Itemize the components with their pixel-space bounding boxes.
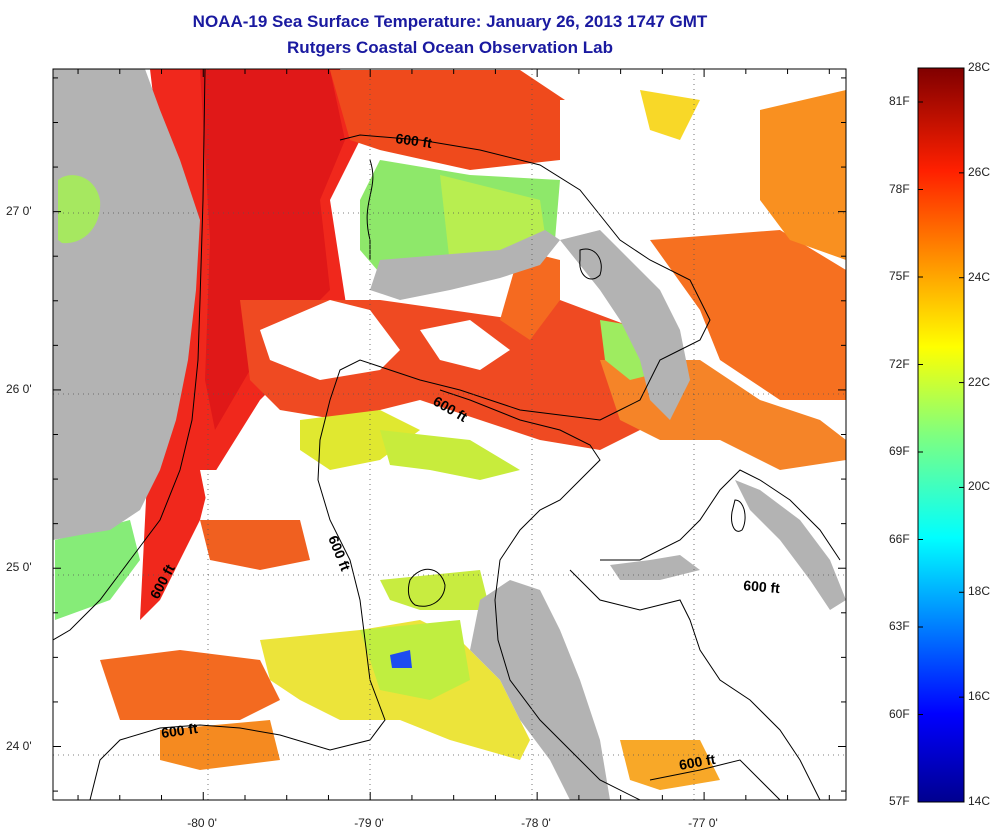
- x-tick-label: -80 0': [187, 816, 217, 830]
- andros: [470, 580, 610, 800]
- colorbar-fahrenheit-label: 78F: [889, 181, 910, 196]
- x-tick-label: -78 0': [521, 816, 551, 830]
- lake-okeechobee: [58, 175, 101, 244]
- colorbar-fahrenheit-label: 75F: [889, 269, 910, 283]
- map-canvas: 600 ft 600 ft 600 ft 600 ft 600 ft 600 f…: [53, 69, 846, 800]
- exuma: [610, 555, 700, 580]
- map-subtitle: Rutgers Coastal Ocean Observation Lab: [287, 38, 613, 57]
- colorbar-fahrenheit-label: 66F: [889, 531, 910, 546]
- eleuthera: [735, 480, 846, 610]
- land: [53, 69, 846, 800]
- colorbar-fahrenheit-label: 57F: [889, 794, 910, 808]
- y-tick-label: 24 0': [6, 738, 32, 753]
- colorbar-celsius-label: 28C: [968, 60, 991, 74]
- colorbar-celsius-label: 18C: [968, 584, 991, 599]
- map-title: NOAA-19 Sea Surface Temperature: January…: [192, 12, 708, 31]
- y-tick-label: 25 0': [6, 560, 32, 575]
- colorbar-celsius-label: 22C: [968, 374, 991, 389]
- grand-bahama: [370, 230, 560, 300]
- y-tick-label: 27 0': [6, 203, 32, 218]
- abaco: [560, 230, 690, 420]
- colorbar-celsius-label: 20C: [968, 479, 991, 494]
- axis-ticks: [53, 69, 846, 800]
- contour-lines: [53, 69, 841, 800]
- contour-label: 600 ft: [678, 751, 717, 773]
- colorbar-celsius-label: 24C: [968, 269, 991, 284]
- contour-label: 600 ft: [160, 720, 199, 741]
- x-tick-label: -79 0': [354, 816, 384, 830]
- colorbar-celsius-label: 14C: [968, 794, 991, 808]
- colorbar-fahrenheit-label: 60F: [889, 706, 910, 721]
- x-tick-label: -77 0': [688, 816, 718, 830]
- colorbar-celsius-label: 26C: [968, 164, 991, 179]
- contour-label: 600 ft: [743, 577, 781, 596]
- contour-label: 600 ft: [395, 130, 434, 151]
- colorbar-fahrenheit-label: 81F: [889, 94, 910, 108]
- colorbar-celsius-label: 16C: [968, 689, 991, 704]
- y-tick-label: 26 0': [6, 381, 32, 396]
- cloud-mask: [200, 100, 760, 520]
- colorbar: [917, 67, 965, 803]
- graticule: [53, 69, 846, 800]
- colorbar-fahrenheit-label: 63F: [889, 619, 910, 633]
- colorbar-fahrenheit-label: 72F: [889, 356, 910, 371]
- colorbar-fahrenheit-label: 69F: [889, 444, 910, 458]
